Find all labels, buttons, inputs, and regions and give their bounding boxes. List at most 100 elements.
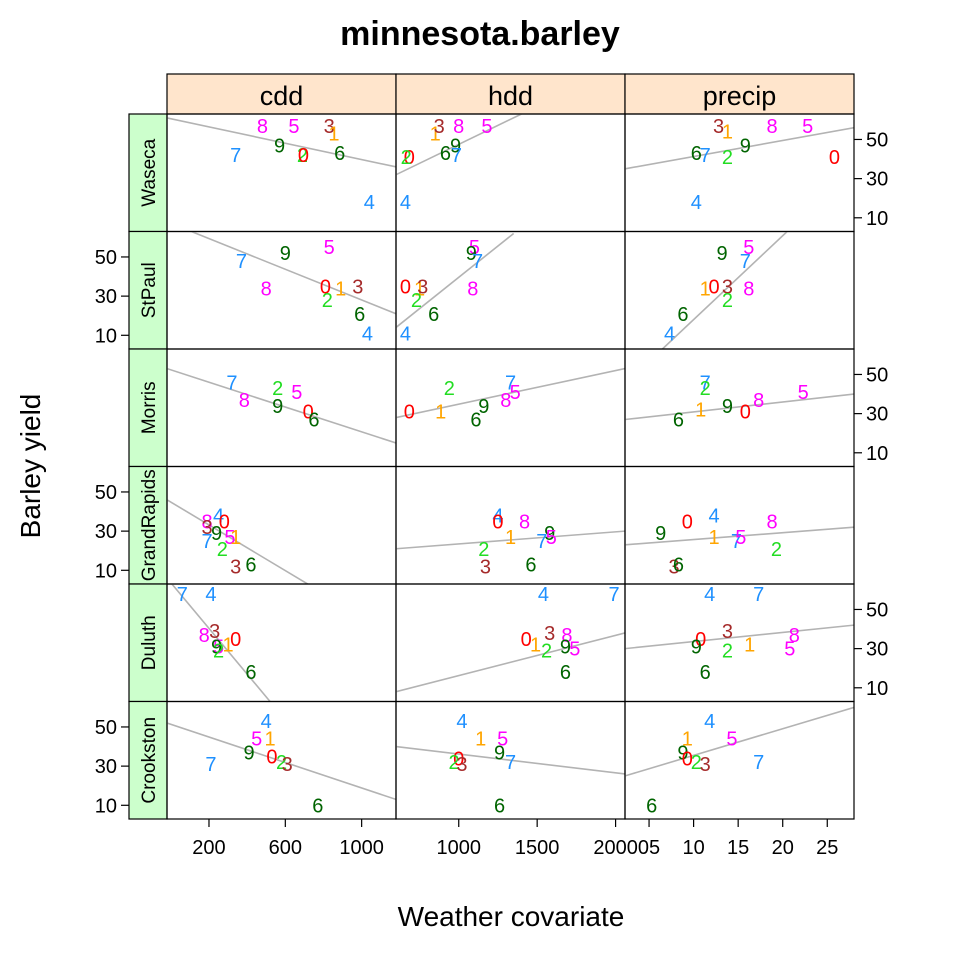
fit-line [625, 393, 854, 421]
data-point: 9 [494, 742, 505, 764]
panel-Waseca-cdd [166, 113, 397, 233]
fit-line [625, 706, 854, 777]
strip-label-hdd: hdd [488, 81, 533, 111]
y-tick-label: 30 [866, 404, 888, 426]
data-point: 7 [202, 531, 213, 553]
x-tick-label: 1500 [515, 837, 560, 859]
data-point: 8 [257, 116, 268, 138]
y-tick-label: 10 [866, 678, 888, 700]
data-point: 3 [700, 754, 711, 776]
data-point: 1 [530, 635, 541, 657]
fit-line [661, 231, 788, 349]
data-point: 5 [481, 116, 492, 138]
data-point: 0 [303, 402, 314, 424]
data-point: 9 [677, 742, 688, 764]
data-point: 4 [213, 505, 224, 527]
data-point: 5 [510, 382, 521, 404]
data-point: 7 [753, 752, 764, 774]
data-point: 2 [272, 378, 283, 400]
x-axis-label: Weather covariate [398, 901, 625, 932]
panel-Waseca-precip [624, 113, 855, 233]
data-point: 7 [505, 372, 516, 394]
data-point: 5 [213, 637, 224, 659]
fit-line [396, 745, 625, 775]
x-tick-label: 15 [727, 837, 749, 859]
data-point: 5 [802, 116, 813, 138]
strip-label-StPaul: StPaul [139, 262, 160, 318]
data-point: 7 [731, 531, 742, 553]
data-point: 6 [525, 554, 536, 576]
data-point: 1 [505, 527, 516, 549]
data-point: 6 [691, 143, 702, 165]
data-point: 1 [414, 278, 425, 300]
data-point: 4 [456, 711, 467, 733]
y-tick-label: 30 [866, 639, 888, 661]
y-tick-label: 30 [95, 286, 117, 308]
data-point: 6 [677, 304, 688, 326]
data-point: 8 [743, 278, 754, 300]
data-point: 7 [177, 584, 188, 606]
fit-line [170, 584, 271, 702]
data-point: 4 [709, 505, 720, 527]
fit-line [625, 526, 854, 546]
strip-Duluth [128, 583, 168, 703]
data-point: 4 [704, 584, 715, 606]
fit-line [396, 530, 625, 550]
x-tick-label: 200 [192, 837, 225, 859]
data-point: 0 [298, 145, 309, 167]
data-point: 7 [230, 145, 241, 167]
data-point: 2 [213, 641, 224, 663]
fit-line [396, 114, 522, 176]
x-tick-label: 05 [638, 837, 660, 859]
fit-line [167, 499, 310, 584]
fit-line [625, 624, 854, 650]
panel-Duluth-precip [624, 583, 855, 703]
data-point: 8 [766, 116, 777, 138]
data-point: 3 [544, 623, 555, 645]
strip-label-cdd: cdd [260, 81, 304, 111]
data-point: 0 [740, 402, 751, 424]
fit-line [396, 632, 625, 693]
data-point: 7 [451, 145, 462, 167]
data-point: 6 [334, 143, 345, 165]
data-point: 3 [417, 276, 428, 298]
data-point: 5 [251, 729, 262, 751]
panel-StPaul-precip [624, 230, 855, 350]
data-point: 0 [453, 748, 464, 770]
data-point: 0 [219, 511, 230, 533]
panel-Duluth-hdd [395, 583, 626, 703]
data-point: 1 [722, 122, 733, 144]
y-tick-label: 10 [866, 443, 888, 465]
data-point: 5 [324, 237, 335, 259]
data-point: 9 [243, 742, 254, 764]
data-point: 8 [467, 278, 478, 300]
fit-line [167, 117, 396, 168]
data-point: 1 [475, 729, 486, 751]
data-point: 9 [691, 637, 702, 659]
data-point: 5 [798, 382, 809, 404]
data-point: 5 [735, 527, 746, 549]
x-tick-label: 2000 [593, 837, 638, 859]
data-point: 2 [722, 147, 733, 169]
data-point: 4 [492, 505, 503, 527]
data-point: 8 [753, 390, 764, 412]
data-point: 6 [494, 795, 505, 817]
data-point: 7 [608, 584, 619, 606]
data-point: 9 [544, 523, 555, 545]
data-point: 9 [272, 396, 283, 418]
y-tick-label: 50 [866, 364, 888, 386]
chart-title: minnesota.barley [340, 15, 620, 53]
data-point: 9 [466, 243, 477, 265]
data-point: 1 [709, 527, 720, 549]
data-point: 0 [682, 748, 693, 770]
fit-line [396, 232, 515, 329]
data-point: 3 [202, 517, 213, 539]
data-point: 5 [784, 639, 795, 661]
data-point: 1 [264, 729, 275, 751]
data-point: 0 [320, 276, 331, 298]
data-point: 0 [266, 746, 277, 768]
data-point: 7 [700, 145, 711, 167]
data-point: 6 [470, 410, 481, 432]
data-point: 3 [480, 556, 491, 578]
